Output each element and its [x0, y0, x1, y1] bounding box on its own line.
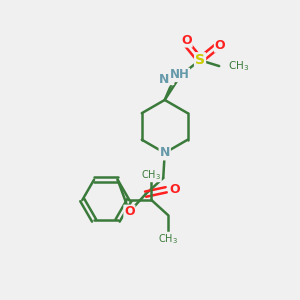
Text: H: H — [165, 74, 173, 84]
Text: O: O — [170, 183, 180, 196]
Text: S: S — [195, 53, 205, 67]
Text: CH$_3$: CH$_3$ — [158, 232, 178, 246]
Text: O: O — [124, 205, 135, 218]
Text: CH$_3$: CH$_3$ — [142, 168, 161, 182]
Text: CH$_3$: CH$_3$ — [228, 59, 249, 73]
Text: O: O — [182, 34, 192, 47]
Text: N: N — [159, 73, 169, 86]
Text: O: O — [214, 39, 225, 52]
Text: NH: NH — [169, 68, 189, 81]
Text: N: N — [160, 146, 170, 159]
